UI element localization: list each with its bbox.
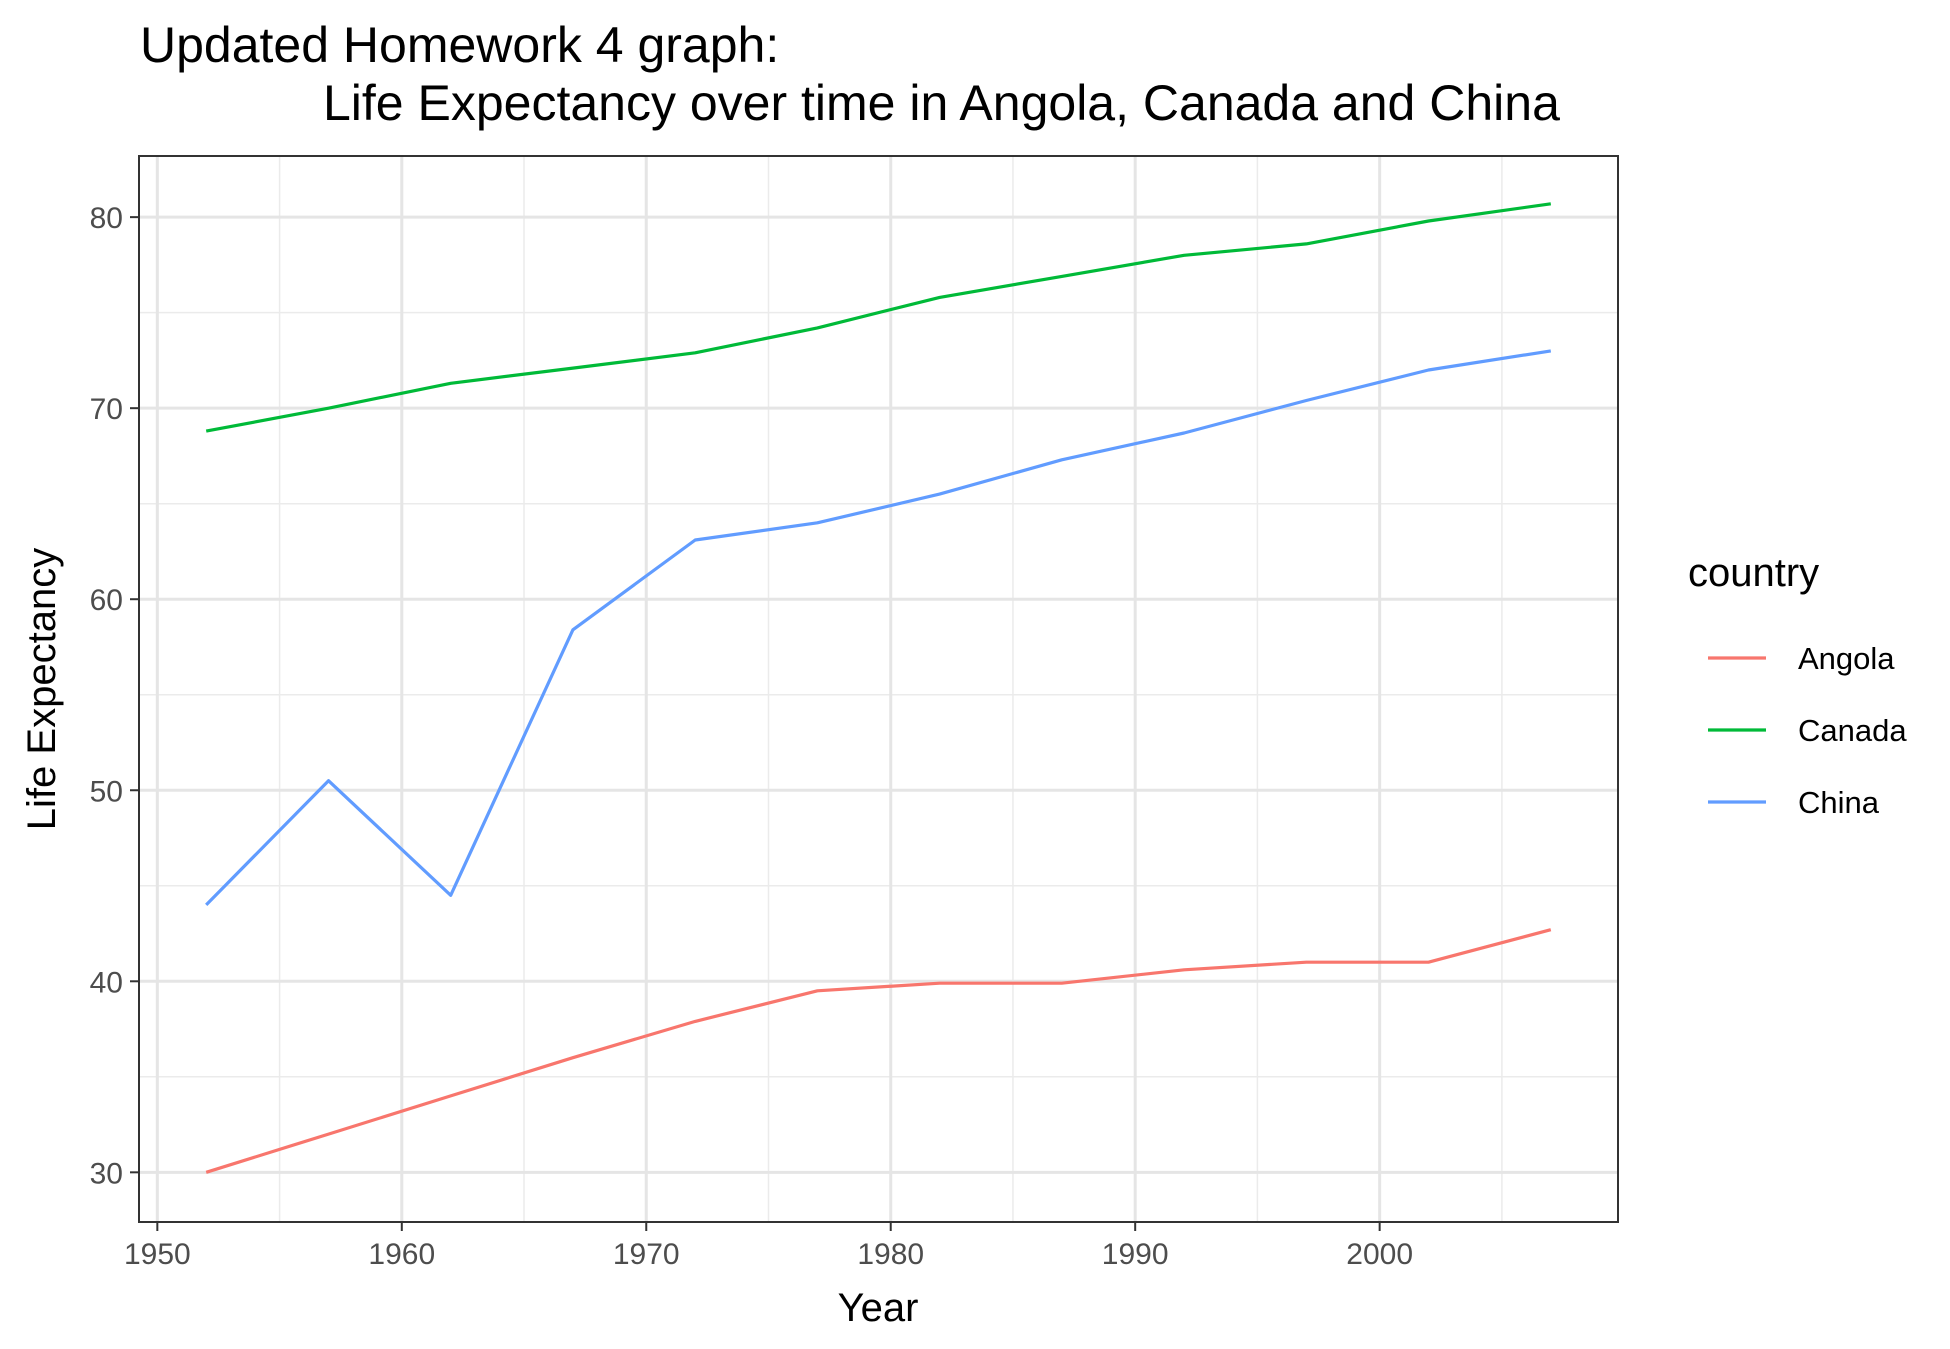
x-tick-label: 1950 <box>124 1238 191 1271</box>
y-tick-label: 80 <box>90 202 123 235</box>
series-line-canada <box>205 202 1552 433</box>
y-tick-label: 70 <box>90 393 123 426</box>
x-axis-ticks: 1950 1960 1970 1980 1990 2000 <box>124 1222 1413 1271</box>
plot-panel-border <box>138 155 1619 1223</box>
legend-label-canada: Canada <box>1798 713 1907 748</box>
major-gridlines <box>139 156 1618 1222</box>
series-line-china <box>205 349 1552 907</box>
legend-label-angola: Angola <box>1798 641 1895 676</box>
legend: country Angola Canada China <box>1688 551 1907 820</box>
chart-subtitle: Life Expectancy over time in Angola, Can… <box>323 75 1560 131</box>
x-tick-label: 2000 <box>1346 1238 1413 1271</box>
y-axis-title: Life Expectancy <box>20 548 64 830</box>
y-tick-label: 60 <box>90 584 123 617</box>
series-line-angola <box>205 928 1552 1174</box>
y-tick-label: 40 <box>90 966 123 999</box>
x-tick-label: 1980 <box>857 1238 924 1271</box>
x-tick-label: 1960 <box>368 1238 435 1271</box>
minor-gridlines <box>139 156 1618 1222</box>
y-axis-ticks: 30 40 50 60 70 80 <box>90 202 139 1190</box>
legend-label-china: China <box>1798 785 1880 820</box>
x-tick-label: 1990 <box>1102 1238 1169 1271</box>
series-lines <box>205 202 1552 1174</box>
y-tick-label: 30 <box>90 1157 123 1190</box>
legend-title: country <box>1688 551 1819 595</box>
x-axis-title: Year <box>838 1286 919 1330</box>
y-tick-label: 50 <box>90 775 123 808</box>
x-tick-label: 1970 <box>613 1238 680 1271</box>
chart-title: Updated Homework 4 graph: <box>140 17 779 73</box>
